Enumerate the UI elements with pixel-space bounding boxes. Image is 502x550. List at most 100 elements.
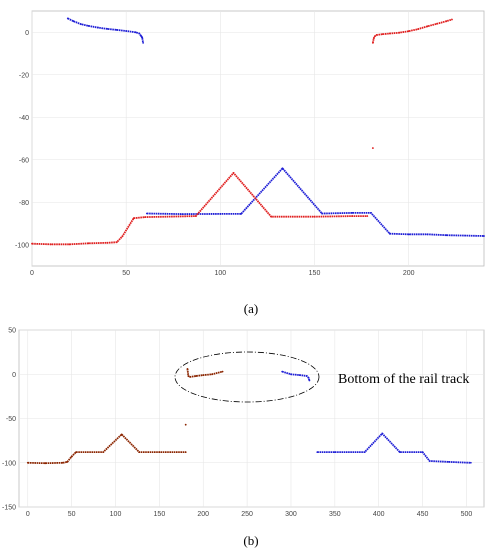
b-x-tick-label: 150 (154, 511, 166, 518)
b-data-point (202, 374, 205, 377)
a-data-point (72, 20, 75, 23)
a-data-point (407, 233, 410, 236)
b-data-point (305, 375, 308, 377)
a-data-point (145, 212, 148, 215)
a-data-point (445, 20, 448, 23)
b-data-point (316, 451, 319, 454)
b-series-3 (317, 432, 471, 464)
b-data-point (363, 451, 366, 454)
b-data-point (398, 451, 401, 454)
b-data-point (102, 451, 105, 454)
b-data-point (448, 460, 450, 463)
a-data-point (232, 172, 235, 174)
b-x-tick-label: 0 (26, 511, 30, 518)
plot-a: 0 50 100 150 200 0 -20 -40 -60 -80 -100 (15, 10, 485, 277)
a-x-tick-label: 150 (309, 270, 321, 277)
b-series-0 (27, 433, 186, 465)
a-data-point (372, 37, 375, 40)
a-data-point (426, 25, 429, 28)
a-data-point (388, 232, 391, 235)
a-data-point (451, 18, 453, 21)
annotation-label: Bottom of the rail track (338, 372, 469, 387)
a-data-point (426, 233, 429, 236)
b-data-point (184, 451, 187, 454)
b-x-tick-label: 500 (461, 511, 473, 518)
a-data-point (370, 211, 372, 214)
a-data-point (281, 167, 284, 170)
a-data-point (125, 30, 128, 32)
b-data-point (307, 376, 310, 379)
a-data-point (80, 23, 82, 26)
caption-a: (a) (244, 301, 258, 316)
b-data-point (195, 375, 198, 377)
a-data-point (194, 215, 197, 217)
b-x-tick-label: 100 (110, 511, 122, 518)
a-data-point (68, 243, 71, 246)
a-data-point (49, 243, 52, 246)
a-data-point (381, 33, 384, 36)
a-data-point (121, 235, 124, 238)
b-y-tick-label: -150 (2, 505, 16, 512)
a-data-point (134, 31, 137, 34)
b-data-point (61, 461, 64, 464)
a-data-point (181, 213, 184, 216)
a-series-3 (31, 172, 368, 246)
b-data-point (189, 376, 191, 378)
a-data-point (351, 211, 354, 214)
a-x-tick-label: 0 (30, 270, 34, 277)
b-x-tick-label: 250 (241, 511, 253, 518)
a-data-point (87, 242, 90, 245)
a-data-point (270, 215, 273, 218)
a-data-point (436, 22, 438, 25)
plot-b: 0 50 100 150 200 250 300 350 400 450 500500-50-100… (2, 328, 485, 518)
b-data-point (381, 432, 384, 435)
b-y-tick-label: 0 (12, 372, 16, 379)
a-data-point (388, 32, 391, 35)
b-data-point (333, 451, 336, 454)
a-data-point (313, 215, 316, 218)
b-y-tick-label: -100 (2, 460, 16, 467)
b-data-point (308, 379, 311, 382)
b-data-point (221, 370, 224, 373)
a-data-point (373, 35, 376, 38)
a-data-point (132, 217, 135, 220)
a-data-point (31, 242, 33, 245)
a-data-point (240, 213, 242, 215)
b-data-point (158, 451, 161, 454)
b-data-point (120, 433, 123, 436)
a-data-point (321, 212, 323, 215)
a-data-point (464, 234, 467, 237)
b-data-point (290, 373, 292, 376)
a-data-point (445, 234, 448, 237)
a-data-point (142, 41, 145, 44)
a-data-point (140, 35, 143, 37)
b-x-tick-label: 350 (329, 511, 341, 518)
a-data-point (219, 213, 222, 215)
b-data-point (66, 460, 69, 463)
b-data-point (421, 451, 424, 454)
a-data-point (97, 26, 99, 29)
a-data-point (106, 241, 109, 244)
b-data-point (281, 370, 284, 373)
a-data-point (351, 215, 354, 217)
b-data-point (428, 460, 431, 462)
a-data-point (87, 24, 90, 27)
a-data-point (407, 30, 410, 33)
b-data-point (298, 374, 301, 377)
a-data-point (375, 34, 378, 36)
b-x-tick-label: 200 (197, 511, 209, 518)
a-data-point (66, 17, 69, 20)
b-data-point (44, 462, 47, 465)
b-data-point (138, 451, 141, 454)
a-data-point (115, 241, 118, 244)
a-y-tick-label: -60 (19, 157, 29, 164)
a-y-tick-label: -80 (19, 200, 29, 207)
a-x-tick-label: 50 (122, 270, 130, 277)
a-data-point (144, 216, 146, 219)
a-data-point (115, 29, 118, 31)
b-outlier-point (184, 423, 187, 426)
a-data-point (483, 235, 485, 237)
b-data-point (211, 373, 213, 376)
highlight-ellipse (174, 351, 320, 403)
a-y-tick-label: 0 (25, 30, 29, 37)
